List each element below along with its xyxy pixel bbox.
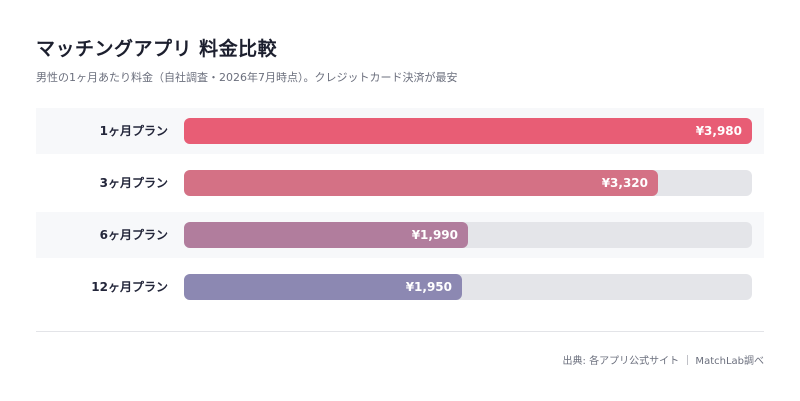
bar-value-label: ¥1,990	[412, 222, 458, 248]
source-note: 出典: 各アプリ公式サイト ｜ MatchLab調べ	[563, 352, 764, 367]
bar-value-label: ¥1,950	[406, 274, 452, 300]
bar-row: 6ヶ月プラン ¥1,990	[36, 212, 764, 258]
bar-row: 3ヶ月プラン ¥3,320	[36, 160, 764, 206]
chart-subtitle: 男性の1ヶ月あたり料金（自社調査・2026年7月時点）。クレジットカード決済が最…	[36, 69, 458, 85]
bar-track: ¥1,990	[184, 222, 752, 248]
bar	[184, 170, 658, 196]
bar-track: ¥1,950	[184, 274, 752, 300]
category-label: 1ヶ月プラン	[100, 108, 168, 154]
divider	[36, 331, 764, 332]
category-label: 6ヶ月プラン	[100, 212, 168, 258]
bar-track: ¥3,980	[184, 118, 752, 144]
bar-value-label: ¥3,980	[696, 118, 742, 144]
category-label: 12ヶ月プラン	[91, 264, 168, 310]
category-label: 3ヶ月プラン	[100, 160, 168, 206]
bar	[184, 118, 752, 144]
chart-title: マッチングアプリ 料金比較	[36, 34, 277, 61]
bar-row: 12ヶ月プラン ¥1,950	[36, 264, 764, 310]
bar-row: 1ヶ月プラン ¥3,980	[36, 108, 764, 154]
bar-track: ¥3,320	[184, 170, 752, 196]
bar-value-label: ¥3,320	[602, 170, 648, 196]
